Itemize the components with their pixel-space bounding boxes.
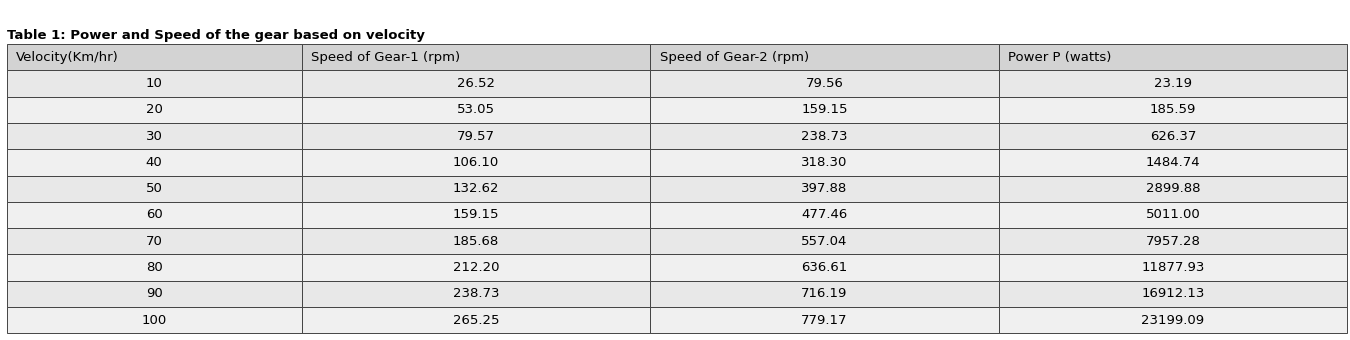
Text: 100: 100: [142, 313, 167, 326]
Text: 5011.00: 5011.00: [1146, 208, 1200, 221]
Text: Power P (watts): Power P (watts): [1008, 51, 1111, 64]
Bar: [7, 149, 301, 175]
Text: 557.04: 557.04: [802, 235, 848, 248]
Text: 20: 20: [146, 103, 162, 116]
Bar: [651, 97, 999, 123]
Bar: [999, 149, 1347, 175]
Text: 238.73: 238.73: [452, 287, 499, 300]
Bar: [301, 44, 651, 70]
Text: 626.37: 626.37: [1150, 130, 1196, 143]
Bar: [999, 254, 1347, 280]
Text: Speed of Gear-2 (rpm): Speed of Gear-2 (rpm): [660, 51, 809, 64]
Text: 779.17: 779.17: [802, 313, 848, 326]
Bar: [999, 202, 1347, 228]
Text: 23.19: 23.19: [1154, 77, 1192, 90]
Text: 23199.09: 23199.09: [1142, 313, 1204, 326]
Bar: [7, 97, 301, 123]
Bar: [7, 254, 301, 280]
Text: 716.19: 716.19: [802, 287, 848, 300]
Text: 212.20: 212.20: [452, 261, 499, 274]
Text: 53.05: 53.05: [456, 103, 495, 116]
Bar: [999, 280, 1347, 307]
Text: Velocity(Km/hr): Velocity(Km/hr): [16, 51, 119, 64]
Bar: [301, 228, 651, 254]
Bar: [651, 44, 999, 70]
Bar: [651, 175, 999, 202]
Bar: [651, 123, 999, 149]
Text: 2899.88: 2899.88: [1146, 182, 1200, 195]
Text: 7957.28: 7957.28: [1146, 235, 1200, 248]
Text: 90: 90: [146, 287, 162, 300]
Bar: [301, 202, 651, 228]
Bar: [651, 149, 999, 175]
Text: 50: 50: [146, 182, 162, 195]
Text: 159.15: 159.15: [452, 208, 499, 221]
Bar: [999, 70, 1347, 97]
Bar: [7, 70, 301, 97]
Bar: [999, 175, 1347, 202]
Text: 11877.93: 11877.93: [1141, 261, 1204, 274]
Bar: [7, 44, 301, 70]
Text: 265.25: 265.25: [452, 313, 499, 326]
Text: 70: 70: [146, 235, 162, 248]
Bar: [7, 280, 301, 307]
Bar: [7, 175, 301, 202]
Bar: [651, 254, 999, 280]
Bar: [651, 280, 999, 307]
Bar: [651, 70, 999, 97]
Text: 60: 60: [146, 208, 162, 221]
Bar: [7, 228, 301, 254]
Bar: [651, 228, 999, 254]
Text: 185.68: 185.68: [452, 235, 499, 248]
Bar: [999, 97, 1347, 123]
Bar: [301, 97, 651, 123]
Text: 16912.13: 16912.13: [1141, 287, 1204, 300]
Text: Table 1: Power and Speed of the gear based on velocity: Table 1: Power and Speed of the gear bas…: [7, 30, 425, 42]
Text: 636.61: 636.61: [802, 261, 848, 274]
Text: 80: 80: [146, 261, 162, 274]
Text: 318.30: 318.30: [802, 156, 848, 169]
Text: 238.73: 238.73: [802, 130, 848, 143]
Text: 185.59: 185.59: [1150, 103, 1196, 116]
Bar: [7, 202, 301, 228]
Text: 132.62: 132.62: [452, 182, 499, 195]
Bar: [301, 175, 651, 202]
Bar: [999, 307, 1347, 333]
Bar: [301, 307, 651, 333]
Bar: [7, 123, 301, 149]
Text: 26.52: 26.52: [456, 77, 495, 90]
Bar: [7, 307, 301, 333]
Text: 477.46: 477.46: [802, 208, 848, 221]
Bar: [999, 123, 1347, 149]
Text: Speed of Gear-1 (rpm): Speed of Gear-1 (rpm): [310, 51, 460, 64]
Text: 397.88: 397.88: [802, 182, 848, 195]
Bar: [301, 254, 651, 280]
Text: 30: 30: [146, 130, 162, 143]
Bar: [301, 149, 651, 175]
Text: 79.57: 79.57: [456, 130, 495, 143]
Text: 106.10: 106.10: [452, 156, 499, 169]
Bar: [999, 44, 1347, 70]
Text: 1484.74: 1484.74: [1146, 156, 1200, 169]
Text: 10: 10: [146, 77, 162, 90]
Bar: [999, 228, 1347, 254]
Bar: [301, 280, 651, 307]
Text: 159.15: 159.15: [802, 103, 848, 116]
Bar: [651, 307, 999, 333]
Bar: [301, 70, 651, 97]
Bar: [301, 123, 651, 149]
Text: 40: 40: [146, 156, 162, 169]
Text: 79.56: 79.56: [806, 77, 844, 90]
Bar: [651, 202, 999, 228]
